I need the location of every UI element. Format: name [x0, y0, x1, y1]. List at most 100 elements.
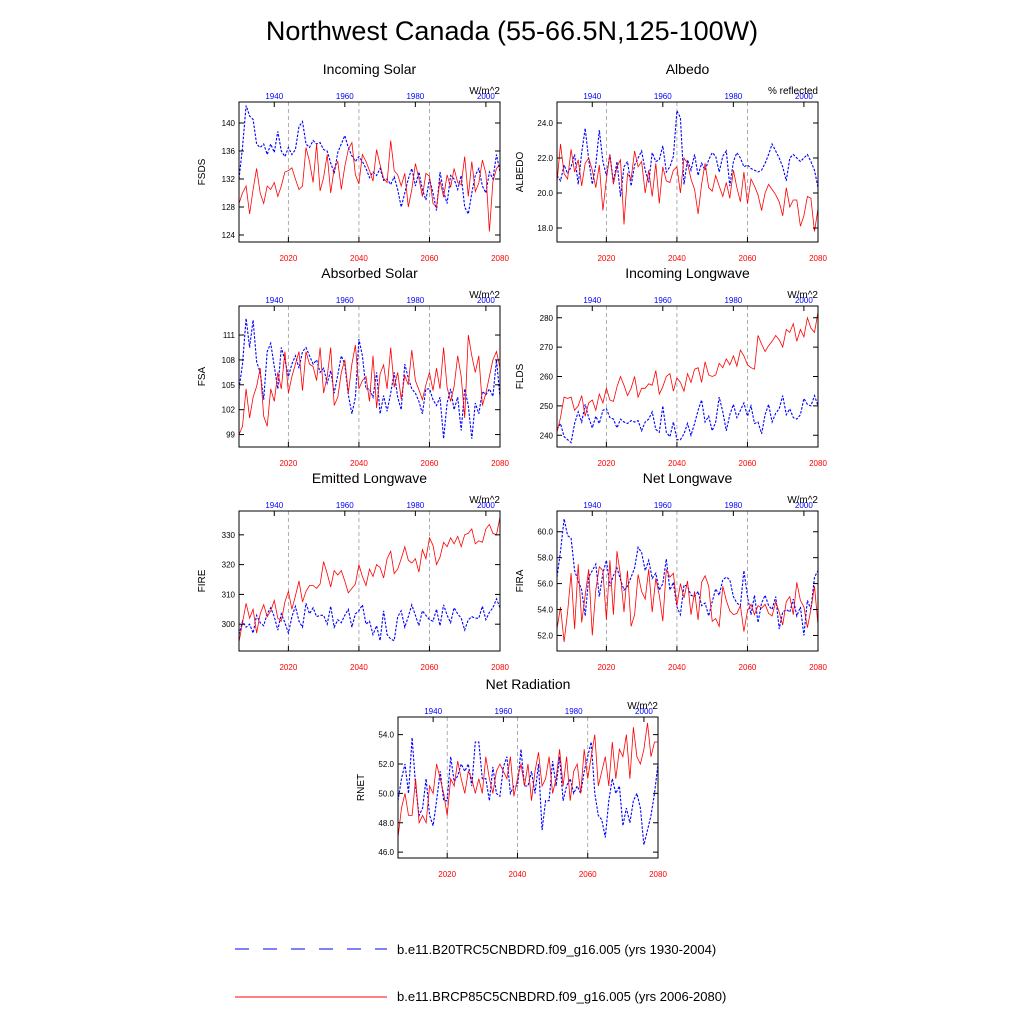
y-tick-label: 52.0 [537, 631, 553, 640]
x-tick-label-top: 2000 [477, 501, 495, 510]
y-tick-label: 46.0 [378, 848, 394, 857]
panel-net-radiation: 46.0 48.0 50.0 52.0 54.0 2020 2040 2060 2080 1940… [356, 676, 667, 879]
legend-label-historical: b.e11.B20TRC5CNBDRD.f09_g16.005 (yrs 193… [397, 942, 716, 957]
y-tick-label: 54.0 [378, 731, 394, 740]
x-tick-label-bottom: 2020 [597, 254, 615, 263]
x-tick-label-bottom: 2040 [350, 254, 368, 263]
legend: b.e11.B20TRC5CNBDRD.f09_g16.005 (yrs 193… [235, 942, 726, 1004]
units-label: % reflected [768, 86, 818, 97]
panel-incoming-longwave: 240 250 260 270 280 2020 2040 2060 2080 1940 1960 1… [515, 265, 827, 468]
y-tick-label: 18.0 [537, 224, 553, 233]
panel-title: Incoming Solar [323, 61, 417, 77]
units-label: W/m^2 [469, 86, 500, 97]
units-label: W/m^2 [787, 290, 818, 301]
x-tick-label-top: 2000 [795, 92, 813, 101]
units-label: W/m^2 [627, 701, 658, 712]
y-tick-label: 128 [222, 203, 236, 212]
y-tick-label: 250 [540, 402, 554, 411]
figure-title: Northwest Canada (55-66.5N,125-100W) [266, 16, 758, 46]
historical-series-line-net-longwave [556, 518, 819, 636]
x-tick-label-top: 2000 [635, 707, 653, 716]
panel-net-longwave: 52.0 54.0 56.0 58.0 60.0 2020 2040 2060 2080 1940… [515, 470, 827, 672]
x-tick-label-top: 1980 [565, 707, 583, 716]
units-label: W/m^2 [469, 495, 500, 506]
y-tick-label: 52.0 [378, 760, 394, 769]
x-tick-label-bottom: 2020 [597, 663, 615, 672]
plot-frame [238, 101, 501, 243]
panel-title: Emitted Longwave [312, 470, 427, 486]
y-tick-label: 124 [222, 231, 236, 240]
y-axis-label: FLDS [515, 363, 526, 389]
y-tick-label: 54.0 [537, 606, 553, 615]
x-tick-label-bottom: 2080 [491, 663, 509, 672]
plot-frame [238, 305, 501, 448]
x-tick-label-top: 2000 [477, 92, 495, 101]
x-tick-label-bottom: 2060 [421, 663, 439, 672]
panel-title: Net Longwave [643, 470, 733, 486]
future-series-line-absorbed-solar [238, 334, 501, 435]
x-tick-label-bottom: 2080 [809, 459, 827, 468]
y-tick-label: 48.0 [378, 819, 394, 828]
y-axis-label: FSA [197, 366, 208, 386]
units-label: W/m^2 [787, 495, 818, 506]
y-axis-label: FSDS [197, 158, 208, 185]
y-tick-label: 24.0 [537, 119, 553, 128]
future-series-line-incoming-longwave [556, 311, 819, 433]
y-axis-label: FIRA [515, 569, 526, 592]
x-tick-label-bottom: 2060 [739, 254, 757, 263]
x-tick-label-bottom: 2080 [491, 254, 509, 263]
historical-series-line-albedo [556, 108, 819, 197]
x-tick-label-bottom: 2040 [668, 254, 686, 263]
y-tick-label: 58.0 [537, 554, 553, 563]
x-tick-label-bottom: 2060 [739, 663, 757, 672]
panel-emitted-longwave: 300 310 320 330 2020 2040 2060 2080 1940 1960 1980… [197, 470, 509, 672]
panel-albedo: 18.0 20.0 22.0 24.0 2020 2040 2060 2080 1940 1960… [515, 61, 827, 263]
x-tick-label-top: 2000 [795, 501, 813, 510]
historical-series-line-absorbed-solar [238, 318, 501, 439]
x-tick-label-top: 1960 [336, 92, 354, 101]
y-tick-label: 240 [540, 431, 554, 440]
y-tick-label: 270 [540, 343, 554, 352]
y-tick-label: 310 [222, 590, 236, 599]
panel-title: Absorbed Solar [321, 265, 418, 281]
x-tick-label-bottom: 2060 [579, 870, 597, 879]
y-tick-label: 56.0 [537, 580, 553, 589]
x-tick-label-top: 1980 [724, 92, 742, 101]
x-tick-label-bottom: 2020 [438, 870, 456, 879]
y-tick-label: 60.0 [537, 528, 553, 537]
panel-title: Incoming Longwave [625, 265, 750, 281]
future-series-line-net-longwave [556, 551, 819, 642]
y-tick-label: 105 [222, 381, 236, 390]
legend-label-future: b.e11.BRCP85C5CNBDRD.f09_g16.005 (yrs 20… [397, 989, 726, 1004]
x-tick-label-top: 1940 [583, 92, 601, 101]
x-tick-label-top: 1980 [724, 296, 742, 305]
y-tick-label: 108 [222, 356, 236, 365]
panel-incoming-solar: 124 128 132 136 140 2020 2040 2060 2080 1940 1960 1… [197, 61, 509, 263]
x-tick-label-bottom: 2040 [350, 459, 368, 468]
x-tick-label-top: 1940 [265, 296, 283, 305]
x-tick-label-top: 1940 [265, 501, 283, 510]
y-tick-label: 50.0 [378, 789, 394, 798]
x-tick-label-top: 1980 [724, 501, 742, 510]
x-tick-label-bottom: 2080 [809, 254, 827, 263]
x-tick-label-top: 1960 [654, 92, 672, 101]
x-tick-label-top: 2000 [477, 296, 495, 305]
x-tick-label-top: 1940 [583, 296, 601, 305]
historical-series-line-incoming-longwave [556, 393, 819, 444]
y-tick-label: 280 [540, 314, 554, 323]
future-series-line-albedo [556, 143, 819, 232]
x-tick-label-top: 1980 [406, 501, 424, 510]
y-axis-label: FIRE [197, 569, 208, 592]
x-tick-label-bottom: 2040 [668, 663, 686, 672]
x-tick-label-top: 1980 [406, 296, 424, 305]
x-tick-label-bottom: 2080 [491, 459, 509, 468]
x-tick-label-top: 1940 [424, 707, 442, 716]
y-tick-label: 300 [222, 620, 236, 629]
y-tick-label: 22.0 [537, 154, 553, 163]
y-tick-label: 99 [226, 431, 235, 440]
x-tick-label-bottom: 2020 [279, 459, 297, 468]
historical-series-line-incoming-solar [238, 105, 501, 216]
x-tick-label-bottom: 2060 [421, 459, 439, 468]
x-tick-label-top: 1960 [336, 501, 354, 510]
